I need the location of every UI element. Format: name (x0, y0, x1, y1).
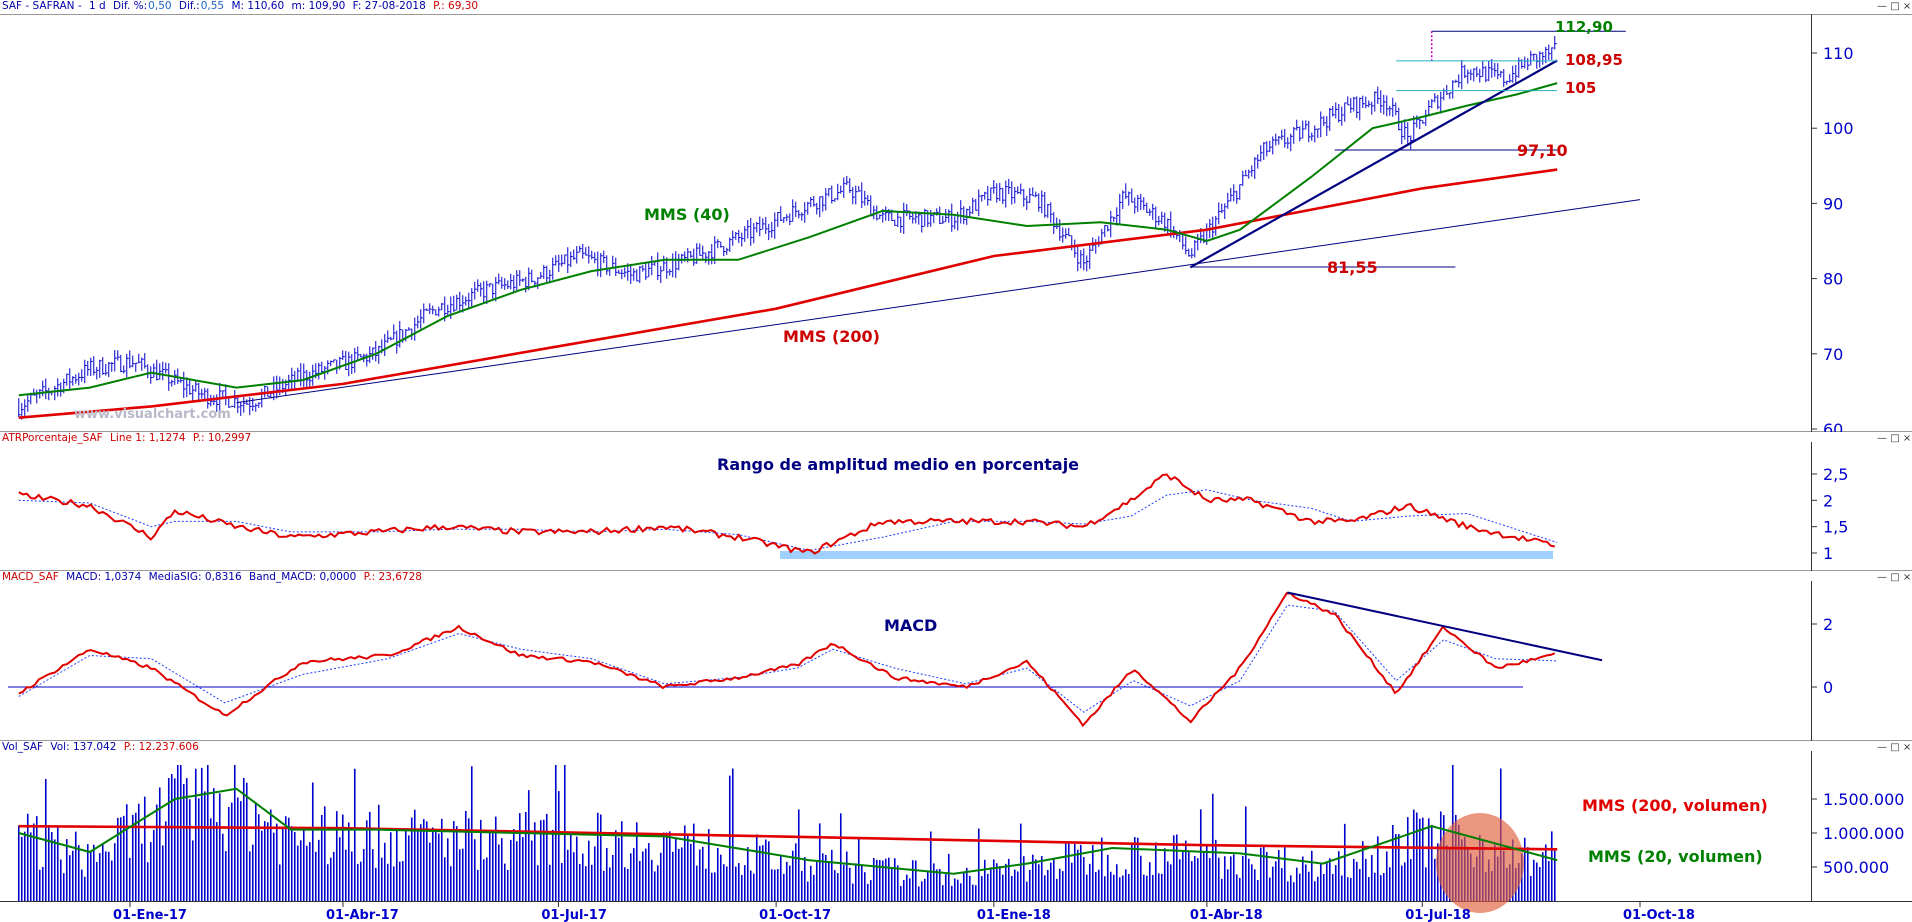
macd-header: MACD_SAF MACD: 1,0374 MediaSIG: 0,8316 B… (2, 571, 426, 583)
atr-p-value: P.: 10,2997 (192, 432, 252, 444)
macd-title: MACD (884, 616, 937, 635)
volume-chart: 500.000 1.000.000 1.500.000 01-Ene-17 01-Ab… (0, 751, 1912, 922)
minimize-icon[interactable]: — (1877, 742, 1887, 753)
close-icon[interactable]: × (1902, 742, 1912, 753)
dif-value: 0,55 (200, 0, 225, 12)
close-icon[interactable]: × (1902, 1, 1912, 12)
x-tick-label: 01-Abr-18 (1190, 908, 1263, 922)
macd-chart: 0 2 MACD (0, 581, 1912, 741)
macd-sig-value: MediaSIG: 0,8316 (148, 571, 242, 583)
minimize-icon[interactable]: — (1877, 433, 1887, 444)
price-y-tick-label: 100 (1823, 119, 1854, 138)
macd-band-value: Band_MACD: 0,0000 (249, 571, 357, 583)
high-value: M: 110,60 (231, 0, 285, 12)
atr-signal-line (18, 489, 1558, 551)
minimize-icon[interactable]: — (1877, 1, 1887, 12)
level-81-label: 81,55 (1327, 258, 1378, 277)
atr-name: ATRPorcentaje_SAF (2, 432, 103, 444)
mms40-label: MMS (40) (644, 205, 730, 224)
macd-trendline (1287, 591, 1603, 662)
macd-pane: MACD_SAF MACD: 1,0374 MediaSIG: 0,8316 B… (0, 571, 1912, 741)
level-112-label: 112,90 (1555, 18, 1613, 36)
price-y-tick-label: 90 (1823, 194, 1843, 213)
minimize-icon[interactable]: — (1877, 572, 1887, 583)
volume-pane: Vol_SAF Vol: 137.042 P.: 12.237.606 — □ … (0, 741, 1912, 922)
atr-line (18, 473, 1555, 555)
low-value: m: 109,90 (291, 0, 346, 12)
volume-window-controls[interactable]: — □ × (1877, 742, 1911, 753)
vol-mms200-line (18, 824, 1558, 851)
date-value: F: 27-08-2018 (352, 0, 426, 12)
volume-highlight-circle (1436, 813, 1524, 913)
x-tick-label: 01-Ene-17 (113, 908, 187, 922)
macd-y-tick-label: 0 (1823, 678, 1833, 697)
watermark: www.visualchart.com (74, 407, 231, 422)
restore-icon[interactable]: □ (1890, 742, 1900, 753)
x-tick-label: 01-Jul-17 (541, 908, 607, 922)
atr-header: ATRPorcentaje_SAF Line 1: 1,1274 P.: 10,… (2, 432, 255, 444)
symbol-title: SAF - SAFRAN - (2, 0, 82, 12)
atr-y-tick-label: 2,5 (1823, 465, 1848, 484)
restore-icon[interactable]: □ (1890, 572, 1900, 583)
price-header: SAF - SAFRAN - 1 d Dif. %:0,50 Dif.:0,55… (2, 0, 482, 12)
atr-y-tick-label: 2 (1823, 491, 1833, 510)
x-tick-label: 01-Jul-18 (1405, 908, 1471, 922)
atr-pane: ATRPorcentaje_SAF Line 1: 1,1274 P.: 10,… (0, 432, 1912, 571)
x-tick-label: 01-Ene-18 (977, 908, 1051, 922)
x-tick-label: 01-Abr-17 (326, 908, 399, 922)
trendline-1 (1189, 59, 1558, 269)
vol-name: Vol_SAF (2, 741, 44, 753)
macd-y-tick-label: 2 (1823, 615, 1833, 634)
atr-line-value: Line 1: 1,1274 (110, 432, 186, 444)
p-value: P.: 69,30 (433, 0, 479, 12)
atr-y-tick-label: 1,5 (1823, 518, 1848, 537)
close-icon[interactable]: × (1902, 572, 1912, 583)
vol-y-tick-label: 500.000 (1823, 858, 1889, 877)
close-icon[interactable]: × (1902, 433, 1912, 444)
atr-title: Rango de amplitud medio en porcentaje (717, 455, 1079, 474)
atr-y-tick-label: 1 (1823, 544, 1833, 563)
price-y-tick-label: 60 (1823, 420, 1843, 432)
vol-y-tick-label: 1.500.000 (1823, 790, 1904, 809)
macd-signal-line (18, 604, 1558, 713)
vol-mms200-label: MMS (200, volumen) (1582, 796, 1768, 815)
vol-value: Vol: 137.042 (50, 741, 117, 753)
restore-icon[interactable]: □ (1890, 433, 1900, 444)
macd-p-value: P.: 23,6728 (363, 571, 422, 583)
vol-y-tick-label: 1.000.000 (1823, 824, 1904, 843)
volume-header: Vol_SAF Vol: 137.042 P.: 12.237.606 (2, 741, 203, 753)
price-chart: 60 70 80 90 100 110 www.visualchart.com MMS (… (0, 14, 1912, 432)
dif-label: Dif.: (178, 0, 200, 12)
mms200-label: MMS (200) (783, 327, 880, 346)
atr-window-controls[interactable]: — □ × (1877, 433, 1911, 444)
price-y-tick-label: 110 (1823, 44, 1854, 63)
price-pane: SAF - SAFRAN - 1 d Dif. %:0,50 Dif.:0,55… (0, 0, 1912, 432)
vol-mms20-label: MMS (20, volumen) (1588, 847, 1763, 866)
mms40-line (18, 82, 1558, 397)
price-y-tick-label: 80 (1823, 270, 1843, 289)
macd-window-controls[interactable]: — □ × (1877, 572, 1911, 583)
x-tick-label: 01-Oct-17 (759, 908, 831, 922)
dif-pct-value: 0,50 (148, 0, 172, 12)
mms200-line (18, 168, 1558, 419)
level-97-label: 97,10 (1517, 141, 1568, 160)
macd-name: MACD_SAF (2, 571, 59, 583)
macd-value: MACD: 1,0374 (66, 571, 142, 583)
vol-p-value: P.: 12.237.606 (123, 741, 199, 753)
x-tick-label: 01-Oct-18 (1623, 908, 1695, 922)
dif-pct-label: Dif. %: (113, 0, 148, 12)
period: 1 d (89, 0, 106, 12)
atr-chart: 2,5 2 1,5 1 Rango de amplitud medio en porc… (0, 442, 1912, 571)
atr-low-band (780, 551, 1553, 559)
restore-icon[interactable]: □ (1890, 1, 1900, 12)
macd-line (18, 592, 1556, 728)
vol-mms20-line (18, 787, 1558, 875)
price-y-tick-label: 70 (1823, 345, 1843, 364)
pane-window-controls[interactable]: — □ × (1877, 1, 1911, 12)
trendline-0 (236, 199, 1641, 404)
level-105-label: 105 (1565, 79, 1596, 97)
level-108-label: 108,95 (1565, 51, 1623, 69)
